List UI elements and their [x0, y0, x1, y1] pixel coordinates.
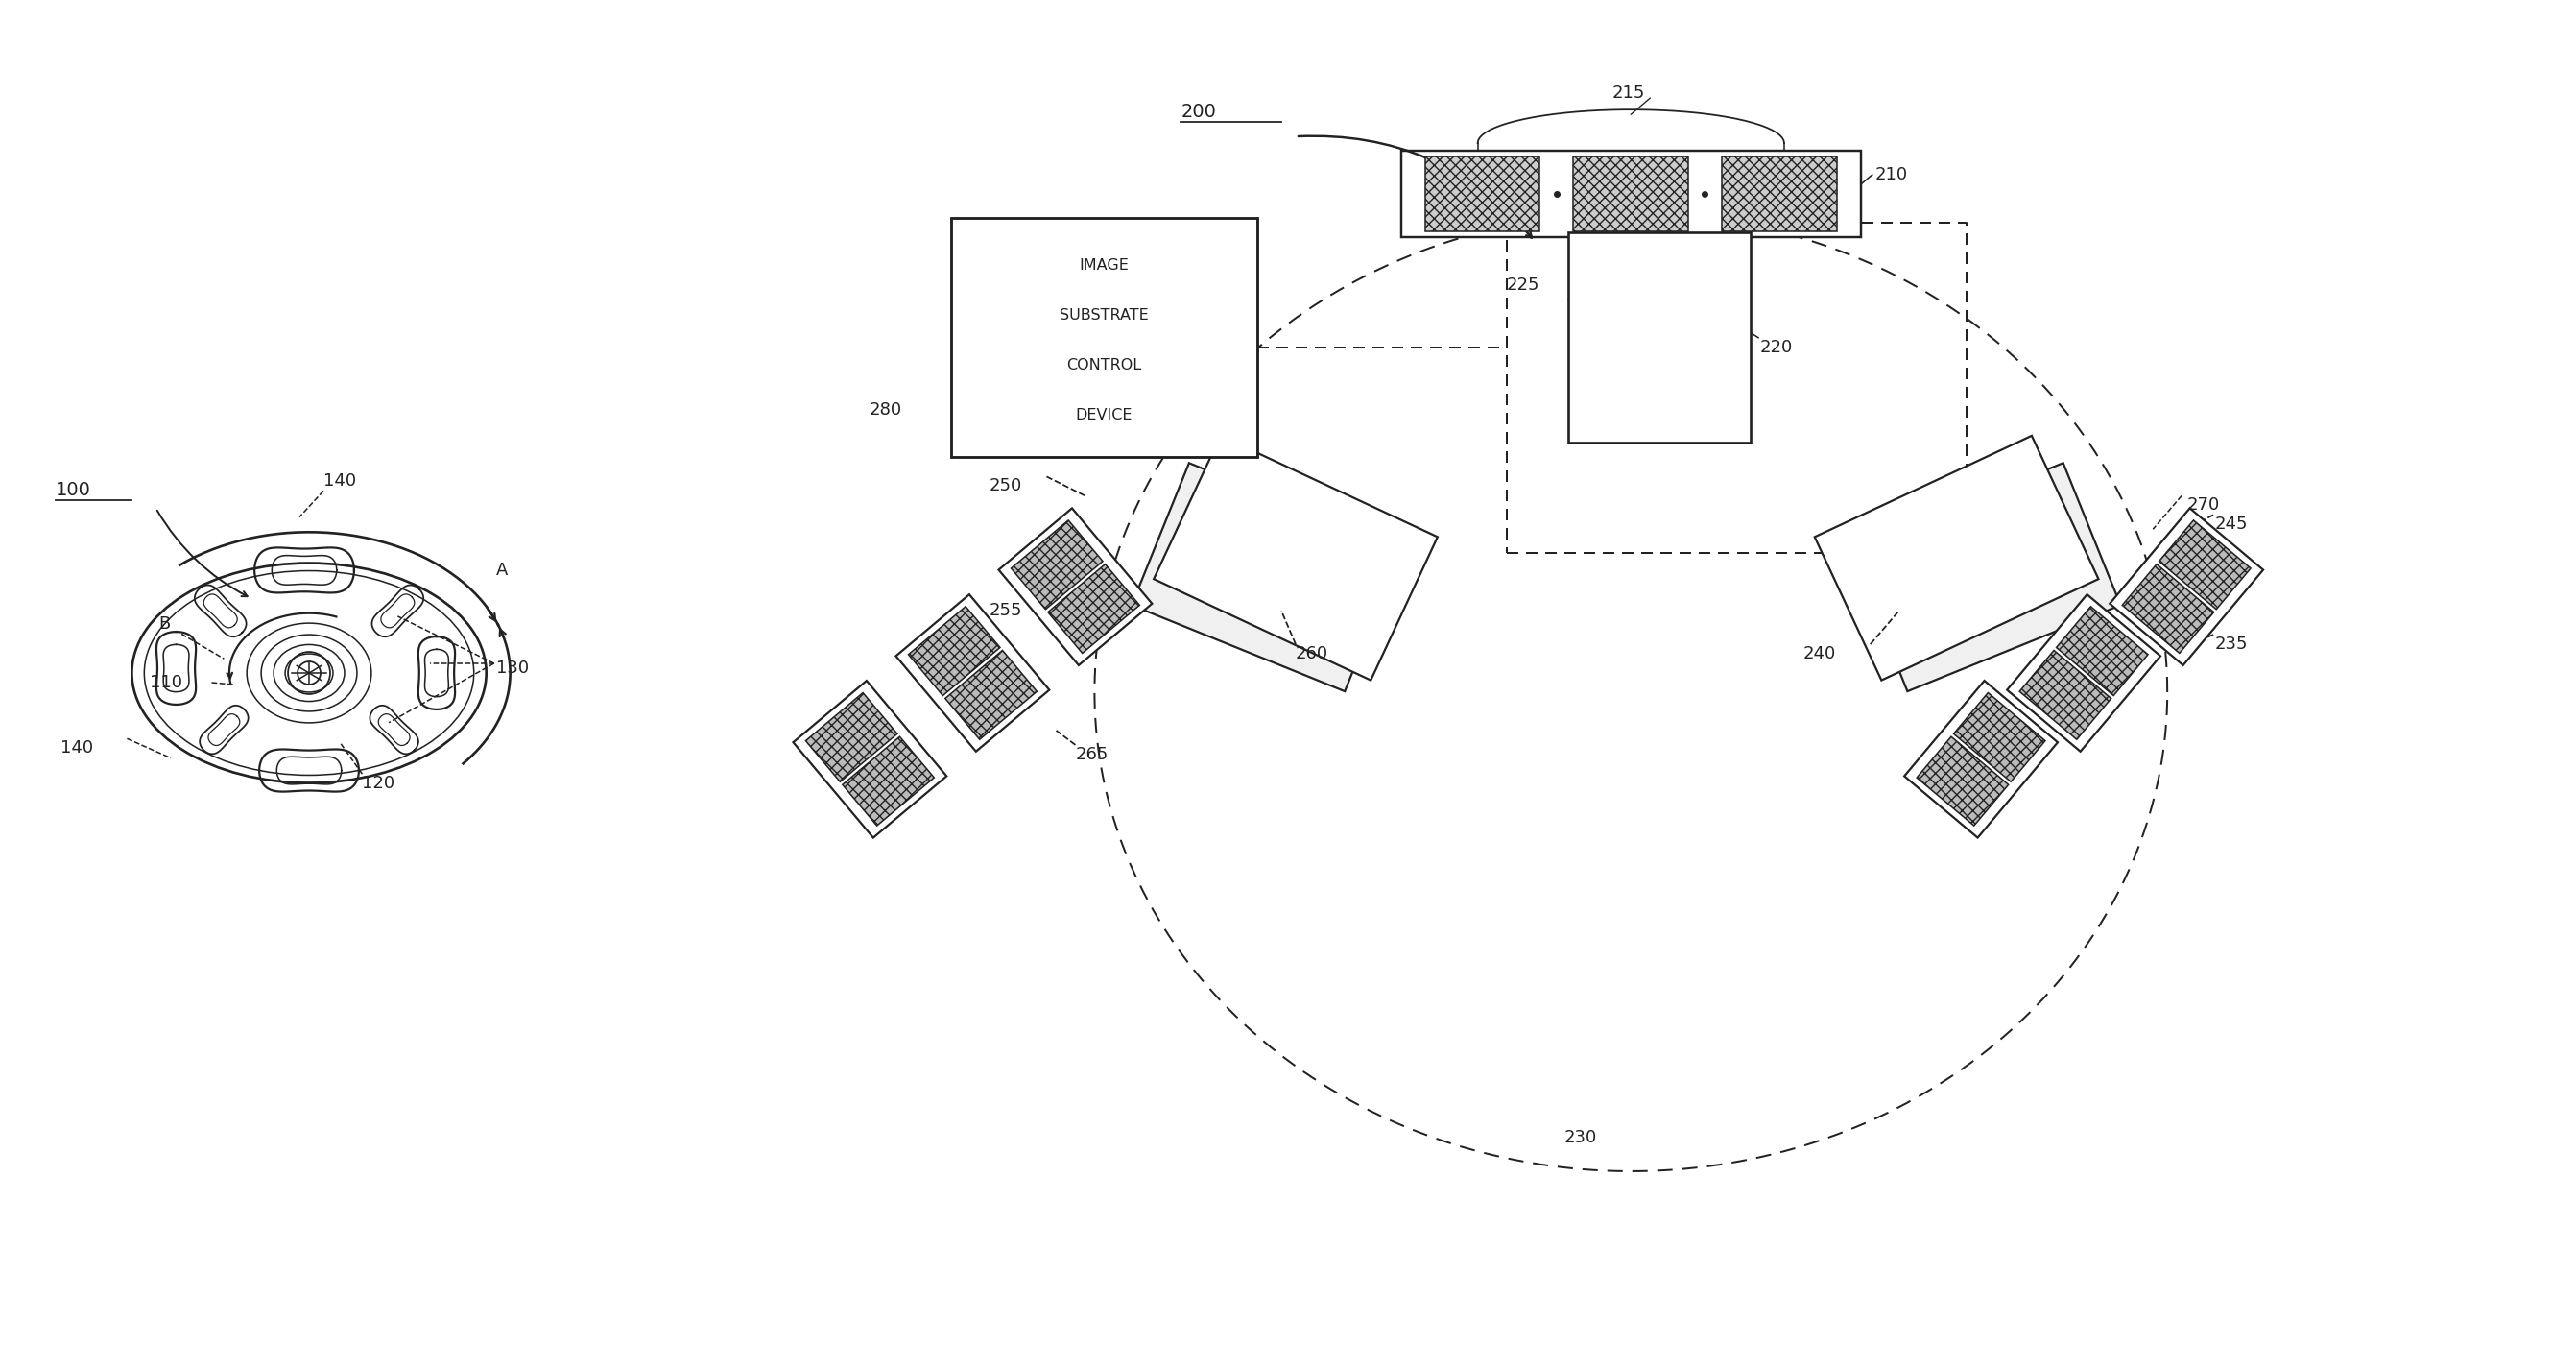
- Text: 140: 140: [325, 472, 355, 490]
- Text: 215: 215: [1613, 85, 1643, 102]
- Text: 235: 235: [2215, 636, 2249, 652]
- Polygon shape: [945, 651, 1038, 740]
- Polygon shape: [1814, 436, 2099, 681]
- Text: 120: 120: [363, 775, 394, 792]
- Text: B: B: [160, 615, 170, 632]
- Text: 200: 200: [1180, 102, 1216, 121]
- Polygon shape: [1048, 564, 1139, 654]
- Text: DEVICE: DEVICE: [1077, 408, 1133, 422]
- Text: 225: 225: [1507, 276, 1540, 293]
- Polygon shape: [1917, 737, 2009, 826]
- Polygon shape: [2123, 564, 2213, 654]
- Text: 265: 265: [1074, 745, 1108, 763]
- Polygon shape: [2110, 508, 2264, 666]
- Polygon shape: [896, 594, 1048, 752]
- FancyBboxPatch shape: [1721, 156, 1837, 231]
- Text: SUBSTRATE: SUBSTRATE: [1059, 308, 1149, 323]
- Text: 100: 100: [54, 482, 90, 499]
- Text: 130: 130: [495, 659, 528, 677]
- Polygon shape: [2020, 651, 2112, 740]
- Polygon shape: [2056, 607, 2148, 695]
- Text: A: A: [495, 562, 507, 580]
- FancyBboxPatch shape: [1401, 151, 1860, 237]
- FancyBboxPatch shape: [1574, 156, 1687, 231]
- Text: 220: 220: [1759, 339, 1793, 356]
- Polygon shape: [909, 607, 999, 695]
- Polygon shape: [793, 681, 945, 838]
- Text: 280: 280: [871, 401, 902, 418]
- Text: 230: 230: [1564, 1128, 1597, 1146]
- Polygon shape: [999, 508, 1151, 666]
- Text: 255: 255: [989, 603, 1023, 619]
- Text: 245: 245: [2215, 516, 2249, 533]
- Polygon shape: [1850, 463, 2120, 691]
- Polygon shape: [1904, 681, 2058, 838]
- Polygon shape: [1953, 693, 2045, 781]
- Polygon shape: [1131, 463, 1401, 691]
- FancyBboxPatch shape: [951, 218, 1257, 457]
- Text: 270: 270: [2187, 496, 2221, 514]
- Polygon shape: [806, 693, 896, 781]
- Text: 250: 250: [989, 477, 1023, 495]
- Text: CONTROL: CONTROL: [1066, 358, 1141, 373]
- FancyBboxPatch shape: [1425, 156, 1540, 231]
- Polygon shape: [1012, 521, 1103, 609]
- Text: 240: 240: [1803, 646, 1837, 663]
- Text: 110: 110: [149, 674, 183, 691]
- Text: 140: 140: [59, 740, 93, 757]
- Text: 260: 260: [1296, 646, 1329, 663]
- Polygon shape: [842, 737, 935, 826]
- Polygon shape: [2159, 521, 2251, 609]
- Polygon shape: [1154, 436, 1437, 681]
- Polygon shape: [2007, 594, 2161, 752]
- FancyBboxPatch shape: [1569, 233, 1752, 443]
- Text: IMAGE: IMAGE: [1079, 258, 1128, 273]
- Text: 210: 210: [1875, 165, 1909, 183]
